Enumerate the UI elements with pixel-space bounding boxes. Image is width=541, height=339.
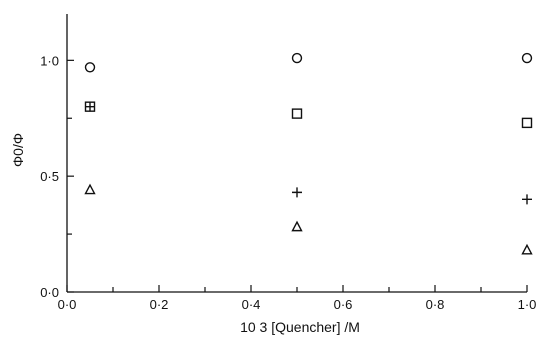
triangle-marker [291, 220, 303, 232]
x-tick-label: 0·8 [426, 297, 445, 312]
x-tick-label: 0·4 [242, 297, 261, 312]
x-tick-label: 0·0 [58, 297, 77, 312]
x-axis-label: 10 3 [Quencher] /M [240, 319, 360, 335]
circle-marker [291, 52, 303, 64]
x-tick-label: 1·0 [518, 297, 537, 312]
y-tick-label: 0·5 [40, 169, 59, 184]
plus-marker [292, 187, 302, 198]
plus-marker [85, 101, 95, 112]
x-tick-label: 0·6 [334, 297, 353, 312]
circle-marker [521, 52, 533, 64]
y-tick-label: 0·0 [40, 285, 59, 300]
y-axis-label: Φ0/Φ [10, 133, 26, 167]
square-marker [291, 108, 303, 119]
x-tick-label: 0·2 [150, 297, 169, 312]
data-markers [84, 52, 533, 255]
y-tick-label: 1·0 [40, 53, 59, 68]
axes [66, 14, 527, 293]
plus-marker [522, 194, 532, 205]
square-marker [521, 117, 533, 129]
circle-marker [84, 62, 96, 73]
triangle-marker [521, 243, 533, 255]
ticks: 0·0 0·2 0·4 0·6 0·8 1·0 0·0 0·5 1·0 [40, 53, 536, 312]
triangle-marker [84, 183, 96, 195]
